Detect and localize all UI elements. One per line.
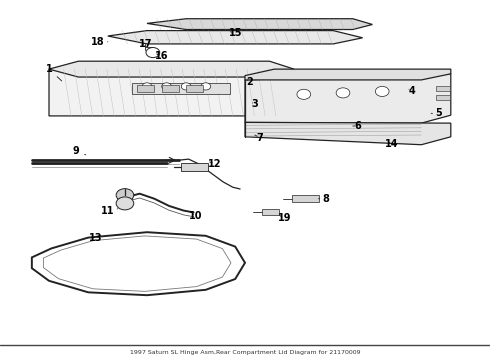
- Text: 2: 2: [246, 77, 253, 87]
- Bar: [162, 85, 179, 92]
- Text: 6: 6: [353, 121, 361, 131]
- Text: 4: 4: [408, 86, 415, 96]
- Text: 7: 7: [255, 132, 263, 143]
- Text: 1: 1: [46, 64, 62, 81]
- Text: 11: 11: [101, 206, 118, 216]
- Text: 8: 8: [318, 194, 329, 204]
- Text: 18: 18: [91, 37, 108, 48]
- Polygon shape: [245, 122, 451, 145]
- Bar: [262, 209, 279, 215]
- Text: 10: 10: [189, 211, 203, 221]
- Text: 13: 13: [89, 233, 102, 243]
- Text: 12: 12: [208, 159, 221, 169]
- Bar: [436, 86, 450, 91]
- Polygon shape: [245, 74, 451, 123]
- Polygon shape: [49, 61, 294, 77]
- Circle shape: [142, 83, 152, 90]
- Bar: [436, 95, 450, 100]
- Text: 16: 16: [155, 51, 169, 61]
- Polygon shape: [49, 69, 294, 116]
- Circle shape: [201, 83, 211, 90]
- Polygon shape: [245, 69, 451, 80]
- Bar: [137, 85, 154, 92]
- Bar: [186, 85, 203, 92]
- Bar: [292, 195, 319, 202]
- Circle shape: [336, 88, 350, 98]
- Circle shape: [162, 83, 172, 90]
- Polygon shape: [108, 31, 363, 44]
- Bar: [181, 163, 208, 171]
- Text: 9: 9: [73, 146, 86, 156]
- Circle shape: [116, 197, 134, 210]
- Circle shape: [375, 86, 389, 96]
- Polygon shape: [147, 19, 372, 30]
- Circle shape: [116, 189, 134, 202]
- Circle shape: [297, 89, 311, 99]
- Text: 14: 14: [385, 139, 399, 149]
- Text: 15: 15: [228, 28, 242, 38]
- Circle shape: [146, 48, 160, 58]
- Text: 5: 5: [431, 108, 442, 118]
- Text: 19: 19: [277, 213, 291, 223]
- Circle shape: [181, 83, 191, 90]
- Text: 17: 17: [139, 39, 153, 49]
- Text: 3: 3: [251, 99, 258, 109]
- Text: 1997 Saturn SL Hinge Asm,Rear Compartment Lid Diagram for 21170009: 1997 Saturn SL Hinge Asm,Rear Compartmen…: [130, 350, 360, 355]
- Bar: [132, 83, 230, 94]
